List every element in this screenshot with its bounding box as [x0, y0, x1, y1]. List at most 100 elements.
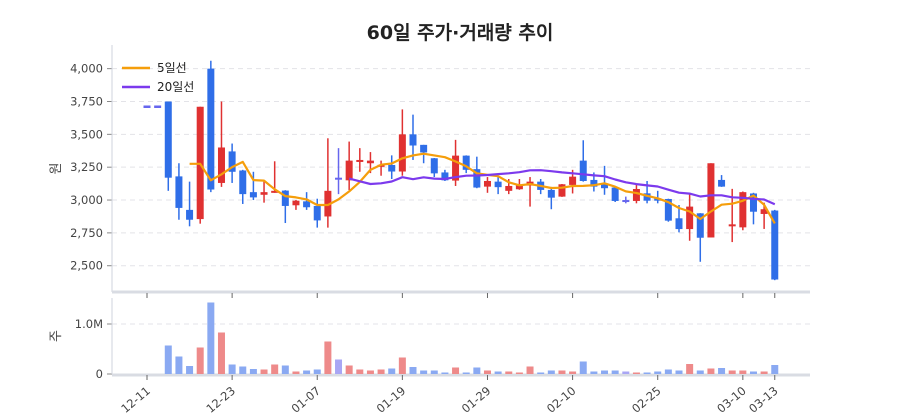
volume-bar	[196, 347, 204, 374]
candle	[718, 175, 726, 187]
candle	[654, 190, 662, 204]
candle	[526, 177, 534, 207]
candle-body	[249, 192, 257, 198]
candle	[175, 163, 183, 220]
candle-body	[271, 190, 279, 193]
x-tick-label: 12-23	[203, 384, 238, 416]
candle-body	[686, 206, 694, 230]
candle-body	[366, 160, 374, 164]
candle	[398, 109, 406, 176]
candle-body	[388, 164, 396, 172]
x-tick-label: 02-25	[629, 384, 664, 416]
candle	[207, 60, 215, 193]
y-tick-label: 2,750	[70, 226, 103, 240]
candle	[356, 148, 364, 172]
volume-bar	[515, 372, 523, 374]
candle	[409, 114, 417, 160]
volume-bar	[590, 371, 598, 374]
candle-body	[239, 170, 247, 195]
candle-body	[547, 189, 555, 198]
volume-bar	[164, 345, 172, 374]
candle-body	[622, 200, 630, 203]
candle	[292, 200, 300, 210]
volume-bar	[654, 371, 662, 374]
volume-bar	[271, 364, 279, 374]
candle	[558, 184, 566, 197]
candle	[686, 193, 694, 241]
volume-bar	[281, 365, 289, 374]
moving-average-line-5	[189, 152, 776, 224]
candle-body	[462, 155, 470, 170]
candle-body	[483, 180, 491, 187]
volume-bar	[366, 370, 374, 374]
candle-body	[217, 147, 225, 183]
candle	[217, 101, 225, 187]
candle-body	[303, 201, 311, 208]
candle	[249, 171, 257, 201]
candle	[186, 181, 194, 227]
volume-bar	[537, 372, 545, 374]
x-tick-label: 12-11	[118, 384, 153, 416]
candle	[601, 165, 609, 195]
candle-body	[771, 210, 779, 280]
candle-body	[409, 134, 417, 146]
candle	[228, 143, 236, 183]
volume-bar	[335, 359, 343, 374]
volume-bar	[260, 369, 268, 374]
volume-bar	[611, 370, 619, 374]
volume-axis-label: 주	[49, 330, 64, 342]
candle-body	[420, 144, 428, 153]
candle	[164, 101, 172, 191]
volume-bar	[303, 370, 311, 374]
volume-bar	[558, 370, 566, 374]
x-tick-label: 01-19	[374, 384, 409, 416]
candle	[313, 198, 321, 228]
candle-body	[728, 224, 736, 227]
candle-body	[313, 205, 321, 221]
candle	[547, 186, 555, 210]
candle	[239, 169, 247, 204]
volume-bar	[749, 371, 757, 374]
volume-bar	[707, 368, 715, 374]
y-tick-label: 3,500	[70, 127, 103, 141]
candle-body	[632, 188, 640, 201]
volume-bar	[313, 369, 321, 374]
candle-body	[569, 176, 577, 185]
volume-bar	[452, 367, 460, 374]
volume-bar	[217, 332, 225, 374]
candle	[675, 205, 683, 233]
candle-body	[760, 209, 768, 214]
candle-body	[601, 184, 609, 189]
volume-bar	[430, 370, 438, 374]
candle	[271, 161, 279, 193]
moving-average-line-20	[348, 169, 776, 206]
candle	[303, 192, 311, 210]
candle-body	[494, 181, 502, 188]
candle	[483, 177, 491, 193]
volume-bar	[696, 370, 704, 374]
candle	[622, 196, 630, 204]
candle-body	[718, 179, 726, 187]
volume-y-tick-label: 1.0M	[75, 317, 103, 331]
volume-bar	[175, 356, 183, 374]
candle-body	[186, 209, 194, 220]
candle	[324, 138, 332, 228]
volume-bar	[505, 371, 513, 374]
candle-body	[579, 160, 587, 181]
candle-body	[749, 193, 757, 212]
volume-bar	[526, 366, 534, 374]
candle-body	[590, 179, 598, 187]
x-tick-label: 01-07	[289, 384, 324, 416]
volume-bar	[228, 364, 236, 374]
candle	[462, 155, 470, 174]
volume-bar	[249, 369, 257, 374]
chart-title: 60일 주가·거래량 추이	[366, 22, 554, 44]
volume-bar	[760, 371, 768, 374]
volume-bar	[579, 361, 587, 374]
y-tick-label: 4,000	[70, 62, 103, 76]
x-tick-label: 03-10	[714, 384, 749, 416]
y-tick-label: 3,750	[70, 94, 103, 108]
candle-body	[175, 176, 183, 208]
candle-body	[739, 192, 747, 228]
